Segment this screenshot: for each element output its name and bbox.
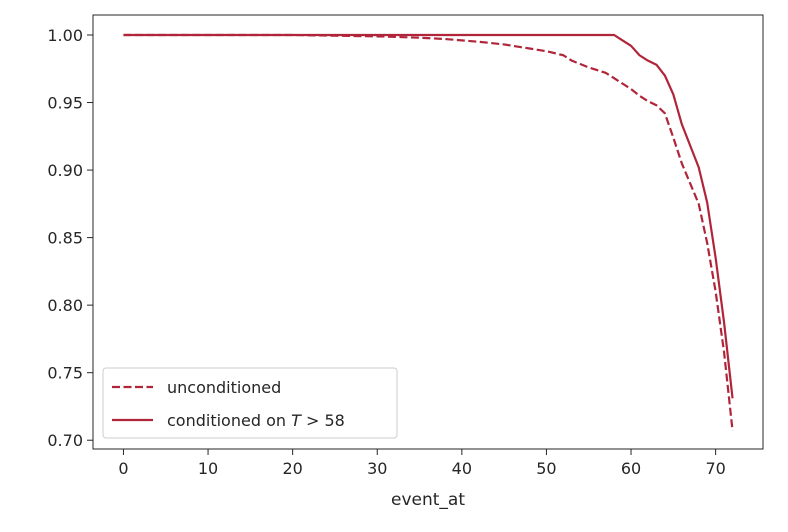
x-tick-label: 20 [282, 459, 302, 478]
series-line-conditioned [123, 33, 734, 399]
x-tick-label: 30 [367, 459, 387, 478]
x-axis-label: event_at [391, 490, 465, 510]
x-tick-label: 40 [452, 459, 472, 478]
legend: unconditioned conditioned on T > 58 [102, 367, 398, 439]
x-tick-label: 60 [621, 459, 641, 478]
axes-layer: 0 10 20 30 40 50 60 70 0.70 0.75 0.80 0.85 0.90 0.95 1… [47, 14, 764, 478]
y-tick-label: 0.75 [47, 364, 83, 383]
y-tick-label: 1.00 [47, 26, 83, 45]
x-tick-label: 0 [118, 459, 128, 478]
y-tick-label: 0.95 [47, 94, 83, 113]
y-tick-label: 0.70 [47, 431, 83, 450]
y-tick-label: 0.85 [47, 229, 83, 248]
x-tick-label: 50 [536, 459, 556, 478]
x-tick-label: 70 [705, 459, 725, 478]
series-layer [123, 33, 734, 431]
legend-label-conditioned: conditioned on T > 58 [167, 411, 345, 430]
axes-frame [92, 14, 764, 450]
legend-label-unconditioned: unconditioned [167, 378, 281, 397]
y-tick-label: 0.90 [47, 161, 83, 180]
legend-box [102, 367, 398, 439]
x-tick-label: 10 [198, 459, 218, 478]
series-line-unconditioned [123, 33, 734, 431]
y-tick-label: 0.80 [47, 296, 83, 315]
